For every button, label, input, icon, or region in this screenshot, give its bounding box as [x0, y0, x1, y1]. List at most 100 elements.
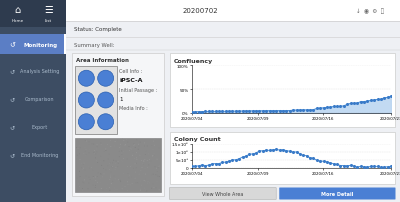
Point [122, 144, 128, 147]
Point [76, 185, 82, 188]
Point [368, 165, 374, 168]
Point [140, 172, 146, 175]
Point [115, 160, 121, 163]
Point [98, 143, 104, 146]
Point [77, 175, 83, 178]
Point [118, 180, 124, 183]
Point [126, 175, 133, 179]
Point [101, 159, 107, 163]
Point [78, 162, 85, 166]
Point [256, 149, 263, 153]
Text: List: List [45, 19, 52, 23]
Point [253, 110, 259, 113]
Point [83, 148, 89, 151]
Text: 1: 1 [119, 97, 122, 102]
Point [114, 165, 121, 169]
Point [142, 167, 148, 171]
Point [77, 158, 83, 161]
Point [115, 178, 122, 182]
Point [144, 145, 150, 148]
Point [76, 145, 82, 148]
Point [94, 143, 100, 146]
Point [202, 164, 209, 167]
Point [337, 164, 344, 167]
Point [77, 146, 84, 150]
Point [371, 165, 377, 168]
Point [199, 164, 205, 167]
Bar [0, 0, 66, 202]
Text: ↺: ↺ [9, 97, 14, 102]
Point [124, 189, 131, 193]
Point [100, 167, 107, 170]
Point [112, 162, 118, 165]
Point [320, 107, 327, 110]
Point [351, 102, 357, 105]
Point [143, 189, 149, 192]
Point [334, 105, 340, 108]
Text: ↺: ↺ [9, 69, 14, 74]
Point [364, 166, 370, 169]
Point [108, 174, 114, 177]
Point [123, 139, 130, 142]
Point [374, 98, 381, 101]
Point [98, 187, 104, 190]
Point [82, 183, 88, 186]
Point [122, 143, 129, 146]
Point [126, 149, 133, 153]
Point [127, 147, 133, 150]
Bar [64, 35, 66, 55]
Point [233, 158, 239, 162]
Point [354, 102, 360, 105]
Point [150, 182, 156, 186]
Point [120, 172, 127, 175]
FancyBboxPatch shape [170, 54, 395, 127]
Point [132, 153, 139, 156]
Bar [66, 0, 400, 22]
Point [92, 186, 98, 189]
Point [136, 145, 142, 148]
Point [128, 164, 134, 167]
Point [139, 166, 145, 169]
Point [101, 173, 107, 176]
Point [141, 145, 148, 148]
Point [88, 157, 94, 160]
Point [384, 165, 391, 169]
Point [98, 172, 104, 176]
Point [136, 173, 142, 176]
Point [120, 184, 126, 187]
Point [92, 153, 99, 156]
Point [206, 164, 212, 167]
Point [124, 180, 130, 184]
Point [93, 159, 100, 163]
Point [151, 154, 157, 157]
Point [358, 100, 364, 104]
Text: ↺: ↺ [9, 42, 15, 48]
Point [260, 149, 266, 153]
Point [90, 169, 96, 172]
Point [127, 183, 133, 187]
Point [106, 162, 112, 166]
Point [97, 181, 104, 184]
Point [222, 161, 229, 164]
Point [138, 184, 145, 187]
Point [153, 152, 159, 155]
Point [192, 110, 198, 114]
Point [130, 151, 136, 154]
Point [95, 171, 101, 175]
Point [98, 142, 104, 145]
Point [250, 110, 256, 113]
Bar [0, 35, 66, 55]
Point [283, 149, 290, 153]
Point [112, 186, 118, 190]
Point [253, 152, 259, 155]
Point [112, 140, 118, 143]
Bar [75, 67, 117, 134]
Point [129, 154, 136, 158]
Point [229, 110, 236, 113]
Point [110, 159, 117, 162]
Text: ⌂: ⌂ [15, 5, 21, 15]
Point [149, 155, 156, 158]
Point [132, 143, 138, 146]
Point [270, 148, 276, 152]
Circle shape [78, 93, 94, 108]
